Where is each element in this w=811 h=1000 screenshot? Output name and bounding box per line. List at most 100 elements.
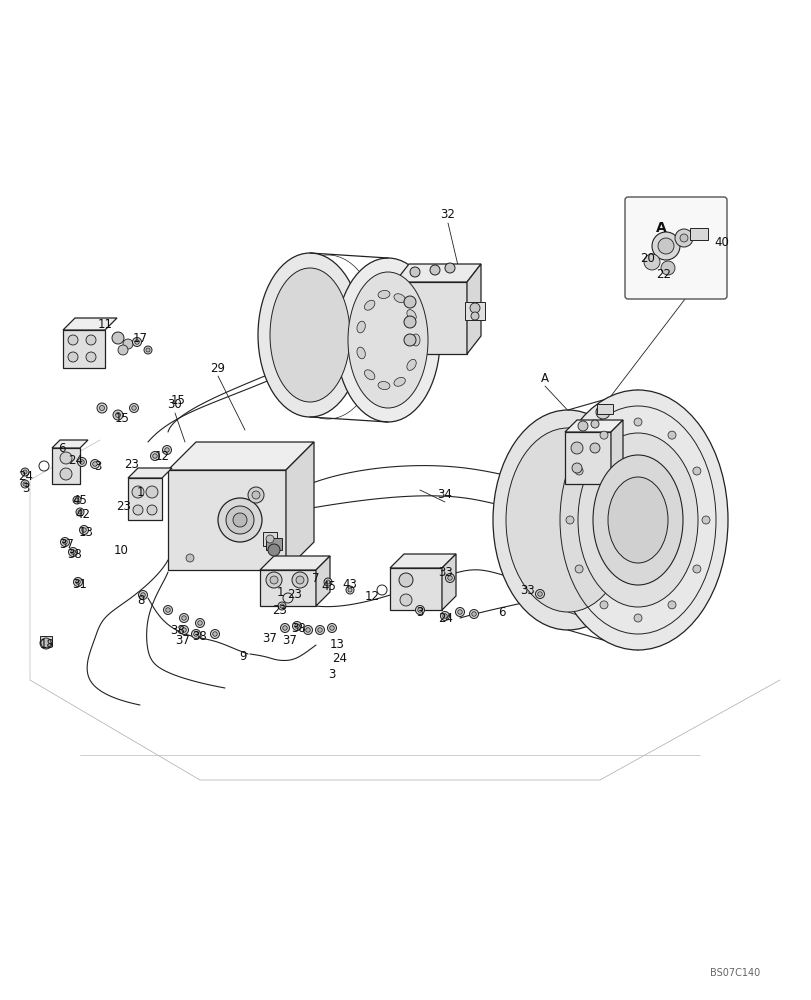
Text: 29: 29 — [210, 361, 225, 374]
Text: 37: 37 — [262, 632, 277, 645]
Circle shape — [68, 352, 78, 362]
Circle shape — [147, 505, 157, 515]
Circle shape — [233, 513, 247, 527]
Text: 13: 13 — [329, 639, 344, 652]
Text: 40: 40 — [714, 236, 728, 249]
Ellipse shape — [505, 428, 629, 612]
Circle shape — [270, 576, 277, 584]
Bar — [52, 448, 80, 484]
Text: 10: 10 — [114, 544, 128, 556]
Circle shape — [74, 578, 83, 586]
Circle shape — [565, 516, 573, 524]
Circle shape — [440, 611, 449, 620]
Ellipse shape — [393, 377, 405, 386]
Circle shape — [660, 261, 674, 275]
Text: 1: 1 — [276, 585, 283, 598]
Circle shape — [417, 608, 422, 612]
Circle shape — [144, 346, 152, 354]
Ellipse shape — [607, 477, 667, 563]
Circle shape — [182, 616, 186, 620]
Circle shape — [132, 338, 141, 347]
Circle shape — [470, 312, 478, 320]
Circle shape — [132, 486, 144, 498]
Text: 8: 8 — [137, 593, 144, 606]
Ellipse shape — [378, 290, 389, 299]
Circle shape — [182, 628, 186, 632]
Circle shape — [398, 573, 413, 587]
Text: 45: 45 — [321, 580, 336, 593]
Circle shape — [442, 614, 447, 618]
Text: 3: 3 — [22, 482, 30, 494]
Circle shape — [400, 594, 411, 606]
Text: 23: 23 — [117, 499, 131, 512]
Circle shape — [217, 498, 262, 542]
Circle shape — [447, 576, 452, 580]
Circle shape — [79, 526, 88, 534]
Circle shape — [60, 452, 72, 464]
Bar — [596, 404, 612, 414]
Circle shape — [430, 265, 440, 275]
Circle shape — [251, 491, 260, 499]
Circle shape — [266, 572, 281, 588]
Circle shape — [570, 442, 582, 454]
Text: 31: 31 — [72, 578, 88, 590]
Circle shape — [112, 332, 124, 344]
Circle shape — [79, 460, 84, 464]
Ellipse shape — [592, 455, 682, 585]
Circle shape — [317, 628, 322, 632]
Circle shape — [444, 263, 454, 273]
Circle shape — [71, 550, 75, 554]
Circle shape — [186, 554, 194, 562]
Polygon shape — [441, 554, 456, 610]
Circle shape — [296, 576, 303, 584]
Bar — [689, 228, 707, 240]
Circle shape — [82, 528, 86, 532]
Ellipse shape — [378, 381, 389, 390]
Text: 37: 37 — [59, 538, 75, 550]
Text: 6: 6 — [58, 442, 66, 454]
Circle shape — [62, 540, 67, 544]
Circle shape — [292, 621, 301, 631]
Circle shape — [68, 548, 77, 556]
Text: 1: 1 — [136, 486, 144, 498]
Polygon shape — [260, 556, 329, 570]
Circle shape — [179, 626, 188, 635]
Ellipse shape — [393, 294, 405, 303]
Circle shape — [534, 589, 544, 598]
Text: 24: 24 — [68, 454, 84, 466]
Circle shape — [679, 234, 687, 242]
Circle shape — [651, 232, 679, 260]
Circle shape — [139, 590, 148, 599]
Bar — [263, 532, 277, 546]
Text: 45: 45 — [72, 493, 88, 506]
Circle shape — [165, 608, 170, 612]
Circle shape — [73, 496, 81, 504]
Circle shape — [118, 345, 128, 355]
Text: 7: 7 — [312, 572, 320, 584]
Circle shape — [633, 418, 642, 426]
Text: 23: 23 — [124, 458, 139, 471]
Text: 18: 18 — [40, 639, 54, 652]
Text: 38: 38 — [291, 621, 306, 635]
Circle shape — [599, 601, 607, 609]
Text: 11: 11 — [97, 318, 113, 332]
Circle shape — [577, 421, 587, 431]
Circle shape — [266, 535, 273, 543]
Ellipse shape — [406, 359, 416, 370]
Text: 23: 23 — [287, 588, 302, 601]
Text: 24: 24 — [19, 470, 33, 483]
Circle shape — [194, 632, 198, 636]
Text: 22: 22 — [655, 267, 671, 280]
Ellipse shape — [258, 253, 362, 417]
Circle shape — [97, 403, 107, 413]
Circle shape — [133, 505, 143, 515]
Circle shape — [571, 463, 581, 473]
Circle shape — [21, 468, 29, 476]
Circle shape — [198, 621, 202, 625]
Text: 12: 12 — [154, 450, 169, 462]
Text: 12: 12 — [364, 589, 379, 602]
Circle shape — [23, 470, 27, 474]
Polygon shape — [394, 264, 480, 282]
Circle shape — [325, 580, 329, 584]
Circle shape — [247, 487, 264, 503]
